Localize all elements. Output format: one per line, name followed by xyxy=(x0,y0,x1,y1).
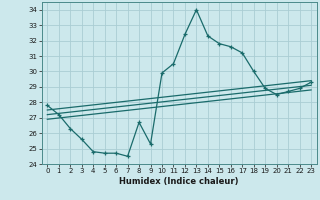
X-axis label: Humidex (Indice chaleur): Humidex (Indice chaleur) xyxy=(119,177,239,186)
